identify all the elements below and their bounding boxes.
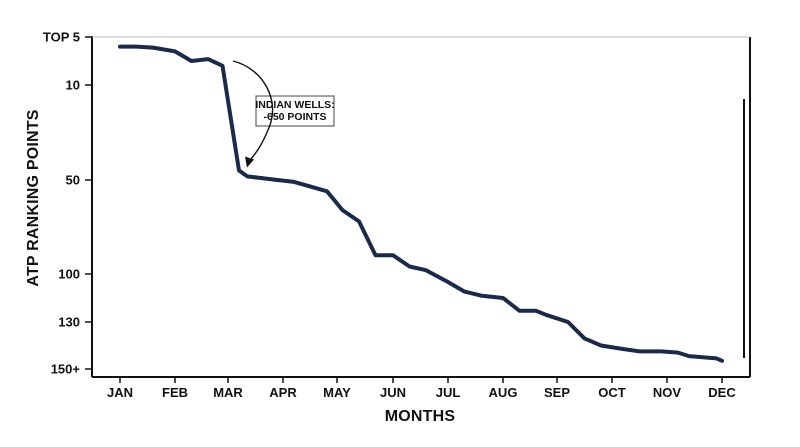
x-tick-label: JAN	[107, 385, 133, 400]
y-tick-label: 50	[66, 173, 80, 188]
annotation-box	[255, 95, 335, 127]
x-tick-label: SEP	[544, 385, 570, 400]
x-tick-label: AUG	[489, 385, 518, 400]
x-tick-label: JUN	[380, 385, 406, 400]
x-axis-title: MONTHS	[385, 408, 456, 425]
x-tick-label: MAY	[323, 385, 351, 400]
x-tick-label: FEB	[162, 385, 188, 400]
annotation-arrowhead	[245, 156, 254, 168]
y-tick-label: 100	[58, 267, 80, 282]
y-tick-label: 10	[66, 78, 80, 93]
x-tick-label: NOV	[653, 385, 682, 400]
x-tick-label: JUL	[436, 385, 461, 400]
series-layer	[118, 44, 724, 363]
annotation-layer: INDIAN WELLS:-650 POINTS	[232, 60, 335, 168]
annotation-text-line: -650 POINTS	[263, 111, 326, 123]
x-tick-label: MAR	[213, 385, 243, 400]
annotation-arrow	[232, 60, 274, 163]
series-line	[118, 44, 724, 363]
x-tick-label: APR	[269, 385, 297, 400]
y-tick-label: TOP 5	[43, 30, 80, 45]
plot-frame	[91, 36, 751, 378]
x-tick-label: DEC	[708, 385, 736, 400]
x-ticks: JAN FEB MAR APR MAY JUN JUL AUG SEP OCT NOV DEC	[107, 377, 736, 400]
y-tick-label: 150+	[51, 362, 81, 377]
x-tick-label: OCT	[598, 385, 626, 400]
annotation-text-line: INDIAN WELLS:	[255, 99, 334, 111]
y-ticks: TOP 5 10 50 100 130 150+	[43, 30, 92, 377]
y-tick-label: 130	[58, 315, 80, 330]
y-axis-title: ATP RANKING POINTS	[25, 109, 42, 286]
